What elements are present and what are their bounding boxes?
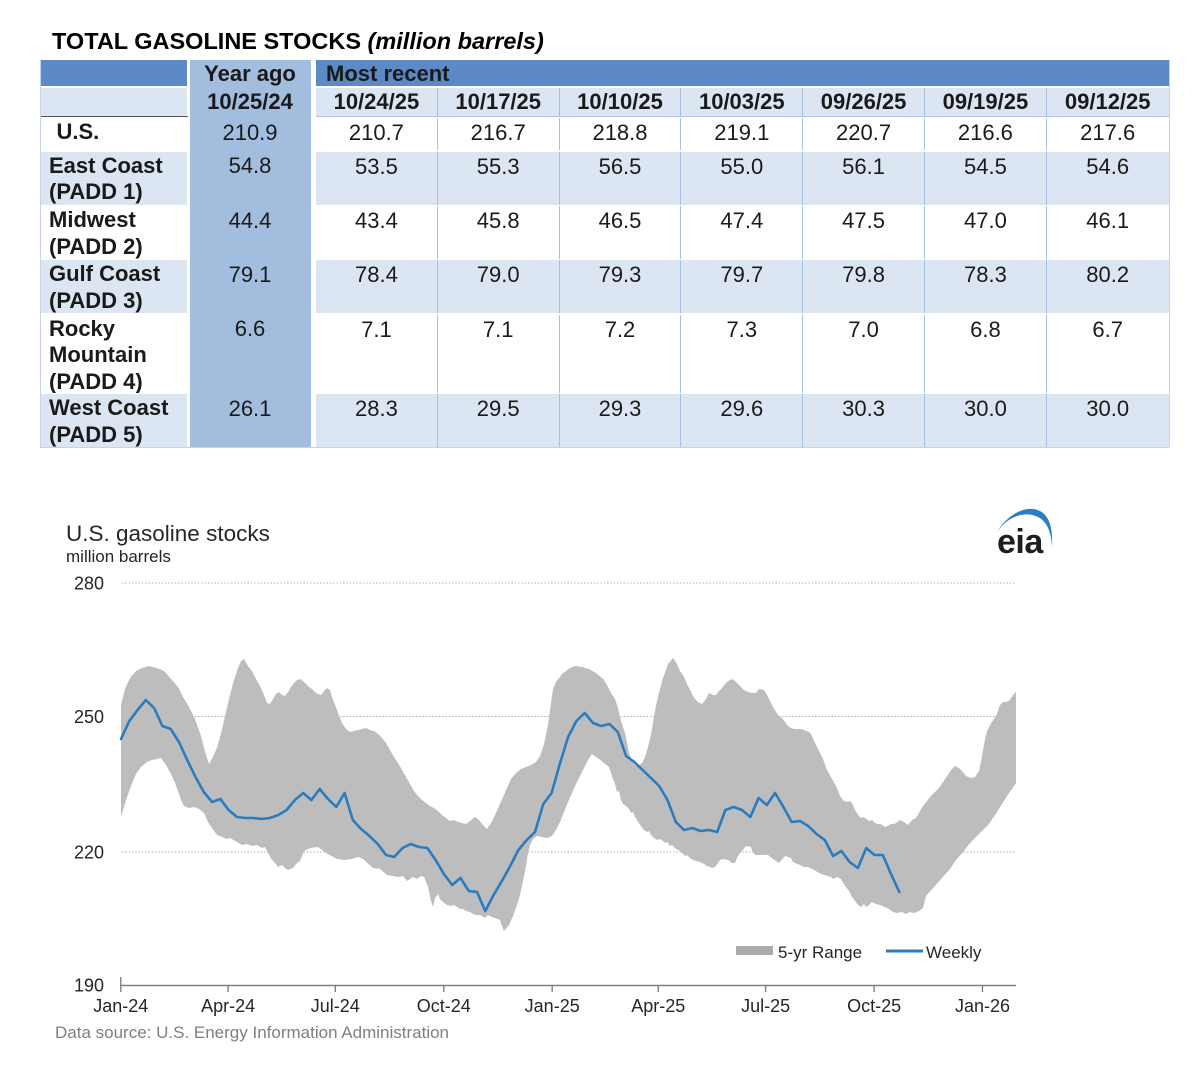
svg-text:Jan-24: Jan-24 [93, 996, 148, 1016]
svg-text:Apr-24: Apr-24 [201, 996, 255, 1016]
svg-text:Jan-26: Jan-26 [955, 996, 1010, 1016]
svg-text:Apr-25: Apr-25 [631, 996, 685, 1016]
svg-text:220: 220 [74, 843, 104, 863]
svg-text:Weekly: Weekly [926, 943, 982, 962]
svg-text:280: 280 [74, 574, 104, 594]
svg-text:Oct-24: Oct-24 [417, 996, 471, 1016]
svg-text:U.S. gasoline stocks: U.S. gasoline stocks [66, 521, 270, 546]
svg-text:Jan-25: Jan-25 [525, 996, 580, 1016]
svg-text:250: 250 [74, 707, 104, 727]
svg-text:Jul-25: Jul-25 [741, 996, 790, 1016]
svg-text:million barrels: million barrels [66, 547, 171, 566]
svg-text:190: 190 [74, 976, 104, 996]
svg-text:Jul-24: Jul-24 [311, 996, 360, 1016]
svg-text:Data source: U.S. Energy Infor: Data source: U.S. Energy Information Adm… [55, 1023, 449, 1042]
svg-text:Oct-25: Oct-25 [847, 996, 901, 1016]
svg-text:eia: eia [997, 523, 1044, 561]
svg-text:5-yr Range: 5-yr Range [778, 943, 862, 962]
